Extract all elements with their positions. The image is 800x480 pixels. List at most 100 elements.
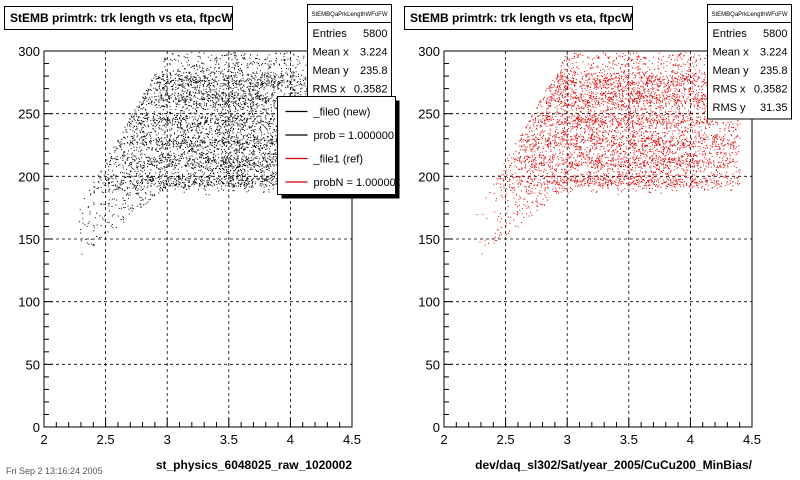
data-point [184, 101, 186, 103]
data-point [219, 128, 221, 130]
data-point [166, 134, 168, 136]
data-point [99, 237, 101, 239]
data-point [214, 130, 216, 132]
data-point [184, 91, 186, 93]
data-point [184, 100, 186, 101]
data-point [286, 80, 288, 82]
data-point [226, 80, 228, 82]
data-point [170, 112, 171, 113]
data-point [238, 105, 240, 106]
data-point [239, 142, 241, 144]
data-point [178, 179, 180, 181]
data-point [140, 181, 141, 183]
data-point [247, 183, 249, 185]
data-point [81, 253, 83, 255]
data-point [253, 146, 255, 148]
data-point [200, 184, 202, 186]
data-point [136, 136, 138, 138]
data-point [181, 80, 182, 82]
data-point [170, 86, 172, 87]
data-point [122, 157, 124, 159]
data-point [237, 176, 238, 178]
data-point [259, 130, 261, 131]
data-point [266, 83, 268, 85]
data-point [224, 64, 226, 66]
data-point [251, 164, 253, 166]
data-point [232, 183, 234, 185]
data-point [129, 163, 130, 165]
data-point [197, 137, 199, 139]
data-point [166, 122, 168, 123]
data-point [193, 122, 195, 124]
data-point [264, 158, 266, 160]
data-point [277, 84, 279, 86]
data-point [239, 98, 241, 100]
data-point [272, 172, 274, 174]
data-point [108, 183, 110, 184]
data-point [225, 122, 227, 124]
data-point [173, 173, 175, 175]
data-point [159, 116, 161, 118]
data-point [119, 186, 120, 188]
data-point [206, 149, 208, 151]
data-point [248, 118, 250, 120]
data-point [228, 175, 229, 176]
data-point [140, 137, 142, 139]
data-point [150, 169, 152, 171]
data-point [144, 140, 146, 142]
data-point [175, 86, 177, 88]
data-point [156, 140, 158, 141]
data-point [190, 84, 192, 86]
data-point [217, 120, 219, 121]
data-point [240, 88, 242, 90]
data-point [183, 129, 185, 131]
data-point [174, 184, 176, 186]
data-point [255, 138, 257, 140]
data-point [214, 81, 216, 82]
data-point [287, 73, 289, 75]
data-point [234, 68, 235, 70]
data-point [120, 172, 121, 174]
data-point [268, 76, 269, 78]
data-point [240, 89, 242, 91]
data-point [180, 154, 182, 156]
data-point [207, 162, 209, 164]
data-point [275, 97, 277, 99]
data-point [159, 190, 161, 192]
data-point [281, 85, 283, 87]
data-point [194, 77, 196, 79]
data-point [229, 135, 231, 137]
data-point [145, 173, 146, 174]
data-point [214, 102, 216, 104]
data-point [231, 101, 233, 103]
data-point [199, 176, 200, 178]
data-point [222, 142, 224, 144]
data-point [272, 141, 274, 143]
data-point [211, 97, 213, 99]
data-point [209, 167, 211, 169]
data-point [271, 176, 273, 178]
data-point [200, 117, 202, 119]
data-point [196, 123, 198, 125]
data-point [261, 84, 263, 86]
data-point [153, 156, 155, 158]
data-point [164, 95, 166, 97]
data-point [252, 154, 254, 156]
data-point [225, 54, 227, 56]
data-point [266, 108, 268, 110]
data-point [268, 54, 270, 56]
data-point [218, 67, 220, 69]
data-point [177, 69, 179, 71]
data-point [207, 167, 209, 169]
data-point [247, 78, 249, 80]
data-point [214, 72, 216, 74]
data-point [105, 159, 107, 161]
data-point [225, 101, 227, 103]
data-point [209, 95, 211, 97]
data-point [216, 58, 218, 60]
data-point [96, 236, 98, 237]
data-point [220, 166, 222, 168]
data-point [137, 117, 139, 119]
data-point [191, 116, 193, 118]
data-point [198, 170, 200, 171]
